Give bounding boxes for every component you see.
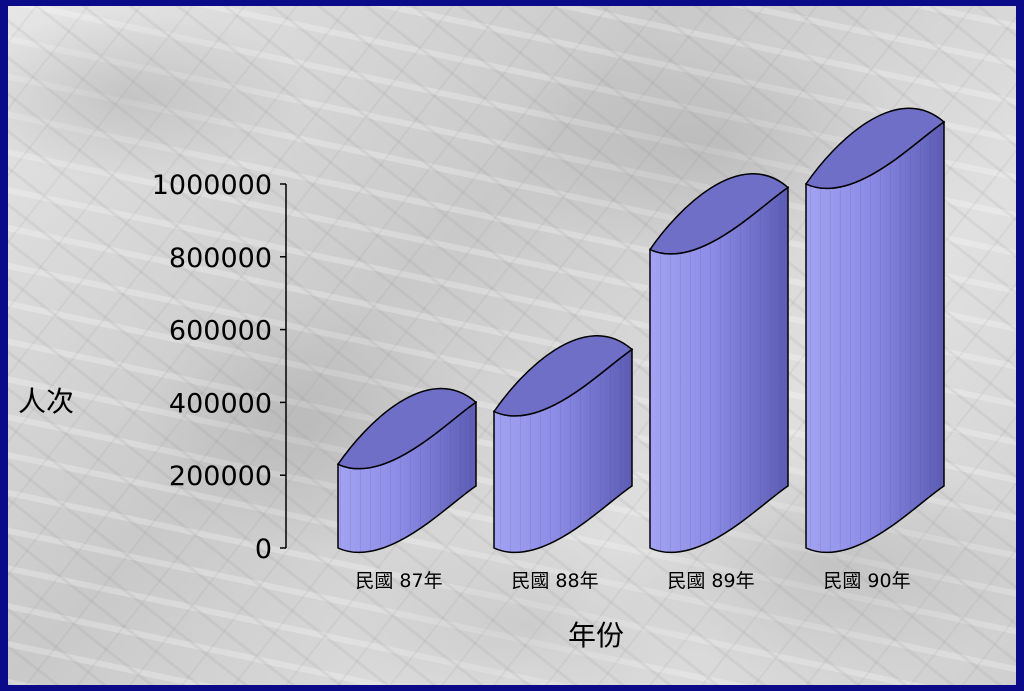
y-tick-label: 0 — [255, 534, 272, 565]
bar — [648, 173, 790, 554]
bar — [804, 107, 946, 554]
y-tick-label: 600000 — [169, 316, 272, 347]
bar — [336, 388, 478, 554]
x-tick-label: 民國 87年 — [355, 570, 442, 592]
y-axis-title: 人次 — [18, 385, 74, 418]
y-tick-label: 200000 — [169, 461, 272, 492]
y-tick-label: 800000 — [169, 243, 272, 274]
y-tick-label: 400000 — [169, 388, 272, 419]
x-tick-label: 民國 90年 — [823, 570, 910, 592]
x-tick-label: 民國 88年 — [511, 570, 598, 592]
x-tick-label: 民國 89年 — [667, 570, 754, 592]
x-axis-title: 年份 — [568, 619, 624, 652]
bar — [492, 335, 634, 554]
y-tick-label: 1000000 — [152, 170, 272, 201]
